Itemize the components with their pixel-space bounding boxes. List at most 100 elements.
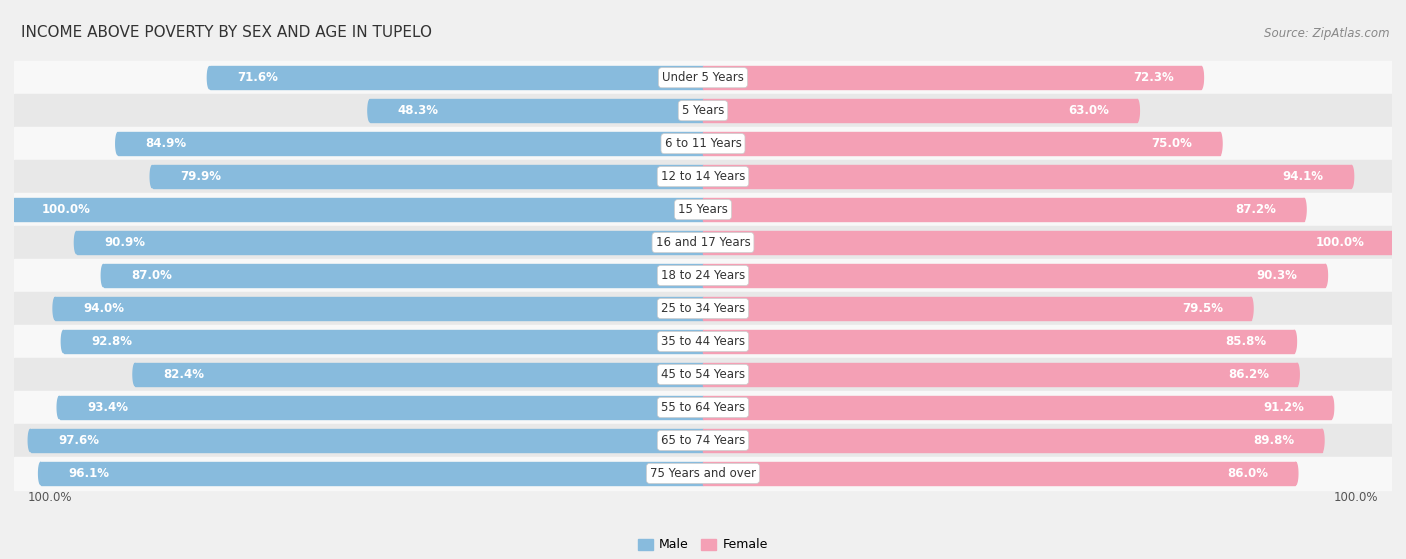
Text: 72.3%: 72.3%: [1133, 71, 1174, 84]
Text: 87.2%: 87.2%: [1236, 203, 1277, 216]
Text: 18 to 24 Years: 18 to 24 Years: [661, 269, 745, 282]
Text: Source: ZipAtlas.com: Source: ZipAtlas.com: [1264, 27, 1389, 40]
Text: 92.8%: 92.8%: [91, 335, 132, 348]
Bar: [703, 396, 1331, 419]
Bar: [14, 292, 1392, 325]
Polygon shape: [150, 165, 152, 188]
Bar: [63, 330, 703, 353]
Text: 90.9%: 90.9%: [104, 236, 145, 249]
Text: 6 to 11 Years: 6 to 11 Years: [665, 137, 741, 150]
Text: 86.0%: 86.0%: [1227, 467, 1268, 480]
Bar: [14, 325, 1392, 358]
Bar: [14, 160, 1392, 193]
Polygon shape: [1294, 330, 1296, 353]
Text: 71.6%: 71.6%: [238, 71, 278, 84]
Bar: [14, 391, 1392, 424]
Bar: [135, 363, 703, 386]
Bar: [14, 61, 1392, 94]
Bar: [703, 231, 1392, 254]
Bar: [703, 330, 1294, 353]
Polygon shape: [1137, 100, 1139, 122]
Text: 90.3%: 90.3%: [1257, 269, 1298, 282]
Text: 75.0%: 75.0%: [1152, 137, 1192, 150]
Bar: [14, 259, 1392, 292]
Bar: [55, 297, 703, 320]
Text: 100.0%: 100.0%: [1316, 236, 1364, 249]
Polygon shape: [1392, 231, 1395, 254]
Bar: [703, 198, 1303, 221]
Text: 45 to 54 Years: 45 to 54 Years: [661, 368, 745, 381]
Polygon shape: [1201, 67, 1204, 89]
Text: 16 and 17 Years: 16 and 17 Years: [655, 236, 751, 249]
Polygon shape: [38, 462, 41, 485]
Polygon shape: [58, 396, 59, 419]
Bar: [703, 132, 1219, 155]
Text: 93.4%: 93.4%: [87, 401, 128, 414]
Text: 86.2%: 86.2%: [1229, 368, 1270, 381]
Bar: [703, 297, 1251, 320]
Legend: Male, Female: Male, Female: [633, 533, 773, 556]
Bar: [703, 67, 1201, 89]
Polygon shape: [11, 198, 14, 221]
Polygon shape: [115, 132, 118, 155]
Text: 65 to 74 Years: 65 to 74 Years: [661, 434, 745, 447]
Text: 79.9%: 79.9%: [180, 170, 221, 183]
Text: 82.4%: 82.4%: [163, 368, 204, 381]
Bar: [118, 132, 703, 155]
Polygon shape: [134, 363, 135, 386]
Polygon shape: [1251, 297, 1253, 320]
Polygon shape: [1296, 363, 1299, 386]
Polygon shape: [1322, 429, 1324, 452]
Bar: [14, 358, 1392, 391]
Polygon shape: [368, 100, 370, 122]
Bar: [703, 462, 1295, 485]
Text: 63.0%: 63.0%: [1069, 104, 1109, 117]
Text: 89.8%: 89.8%: [1253, 434, 1294, 447]
Text: 75 Years and over: 75 Years and over: [650, 467, 756, 480]
Text: Under 5 Years: Under 5 Years: [662, 71, 744, 84]
Text: 94.0%: 94.0%: [83, 302, 124, 315]
Polygon shape: [1303, 198, 1306, 221]
Bar: [14, 457, 1392, 490]
Polygon shape: [62, 330, 63, 353]
Text: 79.5%: 79.5%: [1182, 302, 1223, 315]
Polygon shape: [53, 297, 55, 320]
Bar: [14, 94, 1392, 127]
Bar: [77, 231, 703, 254]
Polygon shape: [28, 429, 31, 452]
Polygon shape: [1220, 132, 1222, 155]
Bar: [152, 165, 703, 188]
Bar: [703, 264, 1324, 287]
Bar: [703, 429, 1322, 452]
Bar: [209, 67, 703, 89]
Text: 55 to 64 Years: 55 to 64 Years: [661, 401, 745, 414]
Text: 25 to 34 Years: 25 to 34 Years: [661, 302, 745, 315]
Bar: [703, 165, 1351, 188]
Bar: [59, 396, 703, 419]
Text: 100.0%: 100.0%: [1334, 491, 1378, 504]
Text: 85.8%: 85.8%: [1226, 335, 1267, 348]
Text: 91.2%: 91.2%: [1263, 401, 1303, 414]
Bar: [370, 100, 703, 122]
Polygon shape: [1295, 462, 1298, 485]
Bar: [14, 226, 1392, 259]
Text: 48.3%: 48.3%: [398, 104, 439, 117]
Text: 94.1%: 94.1%: [1282, 170, 1323, 183]
Polygon shape: [101, 264, 104, 287]
Text: 5 Years: 5 Years: [682, 104, 724, 117]
Text: 15 Years: 15 Years: [678, 203, 728, 216]
Text: 96.1%: 96.1%: [69, 467, 110, 480]
Text: 97.6%: 97.6%: [58, 434, 100, 447]
Bar: [41, 462, 703, 485]
Text: 84.9%: 84.9%: [146, 137, 187, 150]
Bar: [703, 100, 1137, 122]
Text: 87.0%: 87.0%: [131, 269, 172, 282]
Text: 35 to 44 Years: 35 to 44 Years: [661, 335, 745, 348]
Polygon shape: [207, 67, 209, 89]
Bar: [104, 264, 703, 287]
Text: 12 to 14 Years: 12 to 14 Years: [661, 170, 745, 183]
Bar: [14, 198, 703, 221]
Text: INCOME ABOVE POVERTY BY SEX AND AGE IN TUPELO: INCOME ABOVE POVERTY BY SEX AND AGE IN T…: [21, 25, 432, 40]
Bar: [14, 127, 1392, 160]
Polygon shape: [75, 231, 77, 254]
